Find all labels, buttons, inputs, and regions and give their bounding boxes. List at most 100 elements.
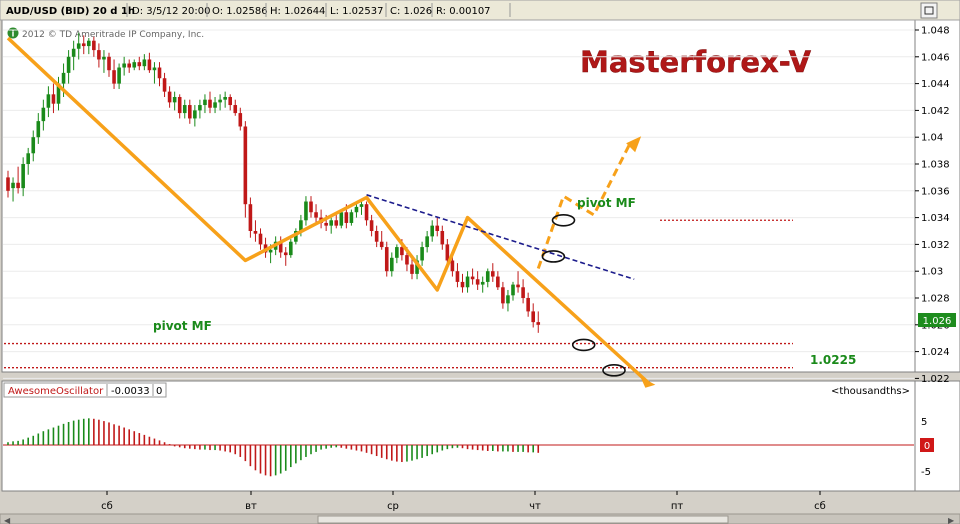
candle — [390, 252, 394, 277]
time-axis-label: сб — [814, 501, 826, 512]
header-high: H: 1.02644 — [270, 6, 325, 17]
candle — [506, 289, 510, 312]
candle — [198, 99, 202, 119]
candle — [258, 228, 263, 250]
time-axis-labels: сб вт ср чт пт сб — [101, 491, 826, 512]
candle — [117, 63, 121, 89]
ellipse-marker — [571, 338, 596, 352]
candle — [188, 99, 192, 124]
candle — [203, 94, 207, 114]
price-tick-label: 1.022 — [921, 374, 950, 385]
candle — [395, 244, 399, 264]
candle — [450, 255, 455, 277]
candle — [172, 91, 177, 111]
oscillator-extra: 0 — [156, 386, 162, 397]
candle — [511, 281, 515, 301]
candle — [21, 157, 25, 197]
candle — [470, 268, 475, 285]
candle — [491, 263, 495, 282]
oscillator-name[interactable]: AwesomeOscillator — [8, 386, 104, 397]
oscillator-unit: <thousandths> — [831, 386, 910, 397]
candle — [283, 247, 288, 266]
candle — [31, 130, 36, 162]
oscillator-pane[interactable] — [1, 380, 916, 492]
price-tick-label: 1.04 — [921, 133, 943, 144]
candle — [521, 279, 525, 304]
candle — [81, 35, 86, 55]
candle — [516, 271, 520, 293]
candle — [228, 94, 232, 111]
candle — [16, 166, 20, 194]
header-fields: AUD/USD (BID) 20 d 1h D: 3/5/12 20:00 O:… — [6, 6, 491, 17]
header-open: O: 1.02586 — [212, 6, 268, 17]
candle — [455, 263, 460, 288]
candle — [152, 62, 157, 84]
candle — [374, 225, 379, 248]
candle — [334, 214, 339, 229]
candle — [182, 99, 187, 119]
candle — [6, 170, 10, 198]
price-tick-label: 1.024 — [921, 347, 950, 358]
current-price-value: 1.026 — [923, 316, 952, 327]
candle — [122, 56, 126, 76]
price-tick-label: 1.034 — [921, 213, 950, 224]
candle — [233, 99, 238, 116]
candle — [213, 97, 217, 114]
candle — [410, 257, 414, 280]
header-date: D: 3/5/12 20:00 — [132, 6, 210, 17]
candle — [460, 273, 465, 293]
candle — [289, 239, 293, 258]
candle — [501, 281, 505, 309]
candle — [102, 50, 106, 73]
header-low: L: 1.02537 — [330, 6, 383, 17]
header-symbol: AUD/USD (BID) 20 d 1h — [6, 6, 135, 17]
candlestick-series — [6, 32, 541, 333]
time-axis-label: пт — [671, 501, 684, 512]
ellipse-marker — [602, 364, 626, 377]
oscillator-tick-minus: -5 — [921, 467, 931, 478]
price-tick-label: 1.046 — [921, 52, 950, 63]
pivot-label-lower: pivot MF — [153, 319, 212, 333]
candle — [167, 86, 172, 108]
maximize-icon — [924, 6, 934, 15]
time-axis-label: ср — [387, 501, 399, 512]
candle — [46, 86, 51, 118]
candle — [475, 271, 480, 290]
price-tick-label: 1.042 — [921, 106, 950, 117]
scroll-right-icon[interactable]: ▶ — [948, 516, 955, 524]
svg-text:i: i — [12, 30, 15, 39]
candle — [465, 271, 470, 293]
ellipse-marker — [541, 250, 566, 263]
price-tick-label: 1.048 — [921, 26, 950, 37]
candle — [36, 113, 41, 144]
candle — [51, 83, 56, 114]
candle — [142, 54, 147, 71]
current-price-badge: 1.026 — [918, 313, 956, 327]
candle — [314, 204, 318, 223]
candle — [364, 201, 369, 226]
scroll-left-icon[interactable]: ◀ — [4, 516, 11, 524]
trend-line — [366, 194, 635, 281]
oscillator-value: -0.0033 — [111, 386, 150, 397]
candle — [420, 241, 424, 266]
candle — [223, 91, 227, 108]
candle — [384, 241, 389, 277]
candle — [379, 231, 384, 250]
candle — [11, 177, 15, 202]
candle — [304, 196, 308, 226]
candle — [208, 91, 212, 114]
wave-pattern-lines — [6, 36, 656, 388]
candle — [430, 220, 434, 242]
projection-line — [536, 144, 631, 270]
candle — [485, 268, 490, 288]
candle — [97, 43, 101, 68]
maximize-button[interactable] — [920, 2, 938, 19]
candle — [496, 271, 500, 290]
price-tick-label: 1.028 — [921, 294, 950, 305]
scrollbar-thumb[interactable] — [317, 515, 729, 524]
down-arrow-head — [640, 376, 656, 388]
candle — [440, 225, 445, 250]
candle — [112, 59, 116, 89]
candle — [66, 50, 71, 84]
up-arrow-head — [626, 136, 642, 153]
